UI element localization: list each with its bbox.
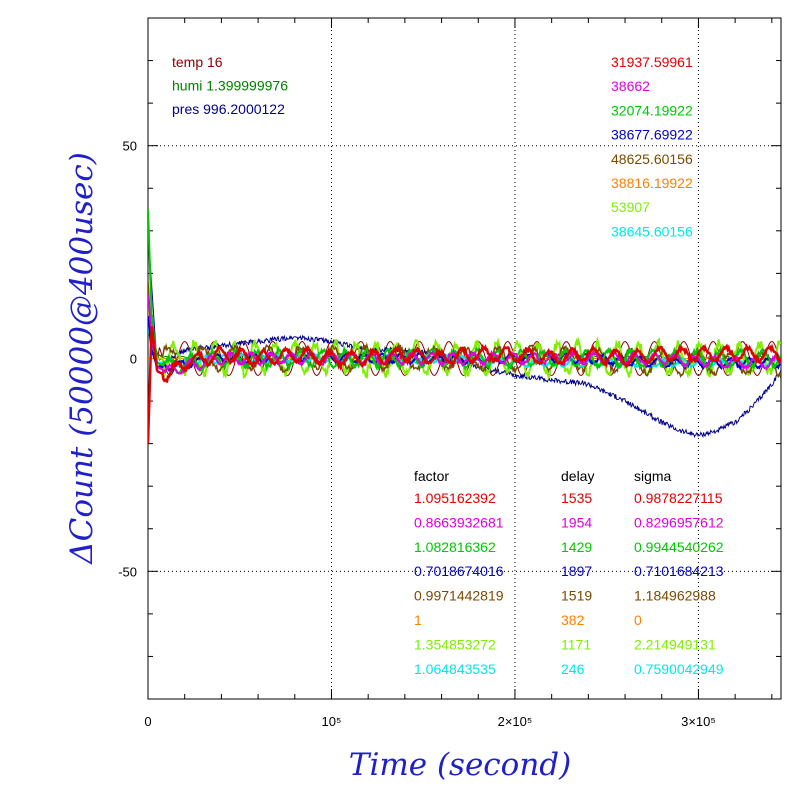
- parameter-table: factor delay sigma 1.095162392 1535 0.9878227…: [414, 468, 724, 677]
- table-cell-sigma: 0.9944540262: [634, 539, 724, 555]
- table-cell-delay: 382: [561, 612, 585, 628]
- x-tick-label: 0: [144, 714, 151, 729]
- legend-entry: 38677.69922: [611, 127, 693, 143]
- table-cell-factor: 1: [414, 612, 422, 628]
- table-cell-sigma: 0.7590042949: [634, 661, 724, 677]
- plot-area: [148, 209, 781, 444]
- table-header-delay: delay: [561, 468, 594, 484]
- table-cell-delay: 1171: [561, 636, 591, 652]
- table-header-factor: factor: [414, 468, 449, 484]
- table-cell-delay: 1897: [561, 563, 592, 579]
- table-cell-sigma: 0: [634, 612, 642, 628]
- table-cell-factor: 0.8663932681: [414, 514, 504, 530]
- pressure-trend-line: [148, 230, 781, 439]
- env-label: temp 16: [172, 54, 223, 70]
- x-tick-label: 10⁵: [322, 714, 342, 729]
- environment-info: temp 16 humi 1.399999976 pres 996.2000122: [172, 54, 288, 117]
- series-line: [148, 325, 781, 444]
- legend: 31937.59961 38662 32074.19922 38677.69922 48…: [611, 54, 693, 239]
- legend-entry: 32074.19922: [611, 102, 693, 118]
- table-cell-factor: 0.7018674016: [414, 563, 504, 579]
- x-axis-title: Time (second): [349, 747, 571, 783]
- x-tick-label: 3×10⁵: [681, 714, 716, 729]
- table-header-sigma: sigma: [634, 468, 672, 484]
- table-cell-factor: 1.082816362: [414, 539, 496, 555]
- legend-entry: 38816.19922: [611, 175, 693, 191]
- axis-ticks: [147, 17, 781, 700]
- y-tick-label: -50: [118, 564, 137, 579]
- table-cell-sigma: 0.7101684213: [634, 563, 724, 579]
- y-axis-title: ΔCount (50000@400usec): [64, 152, 100, 565]
- env-label: humi 1.399999976: [172, 78, 288, 94]
- table-cell-delay: 1535: [561, 490, 592, 506]
- table-cell-delay: 246: [561, 661, 585, 677]
- y-tick-label: 0: [130, 352, 137, 367]
- table-cell-delay: 1429: [561, 539, 592, 555]
- table-cell-delay: 1954: [561, 514, 592, 530]
- tick-labels: 0 10⁵ 2×10⁵ 3×10⁵ 50 0 -50: [118, 139, 716, 729]
- table-cell-sigma: 1.184962988: [634, 588, 716, 604]
- table-cell-sigma: 2.214949131: [634, 636, 716, 652]
- table-cell-factor: 0.9971442819: [414, 588, 504, 604]
- legend-entry: 31937.59961: [611, 54, 693, 70]
- table-cell-sigma: 0.9878227115: [634, 490, 723, 506]
- legend-entry: 38662: [611, 78, 650, 94]
- x-tick-label: 2×10⁵: [498, 714, 533, 729]
- legend-entry: 48625.60156: [611, 151, 693, 167]
- table-cell-factor: 1.354853272: [414, 636, 496, 652]
- legend-entry: 38645.60156: [611, 223, 693, 239]
- legend-entry: 53907: [611, 199, 650, 215]
- table-cell-factor: 1.064843535: [414, 661, 496, 677]
- table-cell-factor: 1.095162392: [414, 490, 496, 506]
- y-tick-label: 50: [123, 139, 137, 154]
- table-cell-sigma: 0.8296957612: [634, 514, 724, 530]
- table-cell-delay: 1519: [561, 588, 592, 604]
- series-line: [148, 281, 781, 379]
- env-label: pres 996.2000122: [172, 101, 285, 117]
